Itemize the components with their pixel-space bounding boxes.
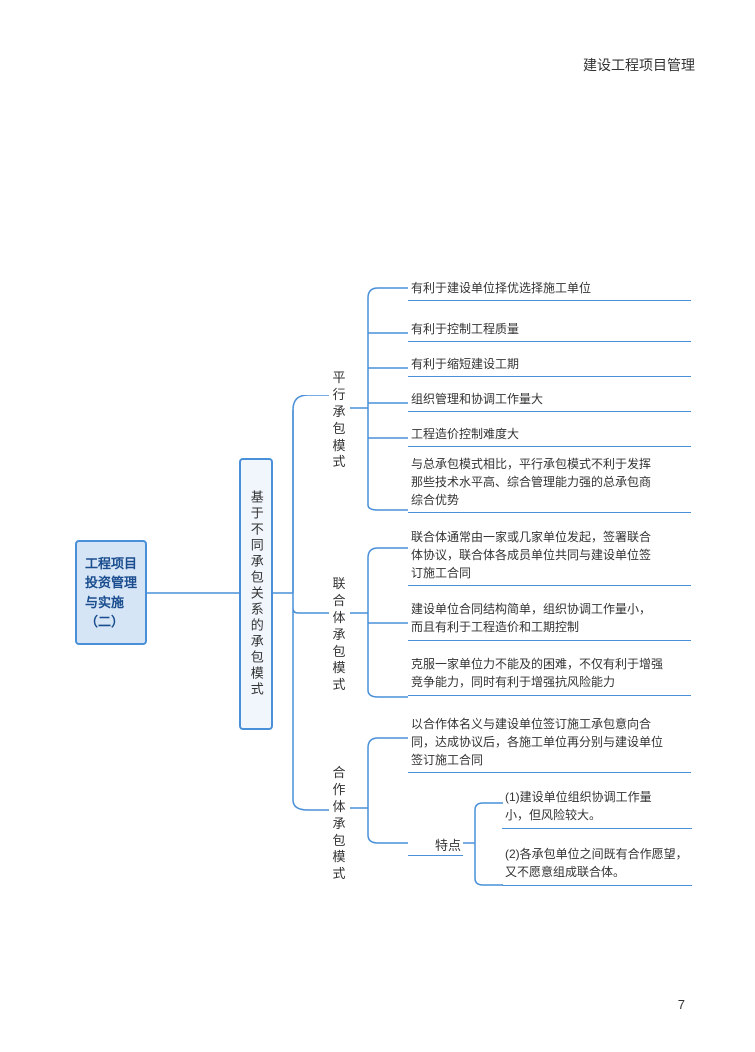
b0-ul-1 <box>408 341 691 342</box>
b1-ul-0 <box>408 585 691 586</box>
bracket-b2 <box>350 735 408 855</box>
b1-leaf-0: 联合体通常由一家或几家单位发起，签署联合体协议，联合体各成员单位共同与建设单位签… <box>411 528 651 582</box>
bracket-l2-l3 <box>273 395 331 815</box>
b2-sub-leaf-0: (1)建设单位组织协调工作量小，但风险较大。 <box>505 788 675 824</box>
bracket-b2-sub <box>463 800 503 890</box>
bracket-b0 <box>350 285 408 515</box>
b2-ul-0 <box>408 772 691 773</box>
b0-leaf-5: 与总承包模式相比，平行承包模式不利于发挥那些技术水平高、综合管理能力强的总承包商… <box>411 455 661 509</box>
b1-ul-2 <box>408 695 691 696</box>
connector-root-l2 <box>147 590 239 596</box>
page-header: 建设工程项目管理 <box>583 55 695 75</box>
b0-leaf-1: 有利于控制工程质量 <box>411 320 691 338</box>
b2-sub-ul <box>408 855 463 856</box>
page-number: 7 <box>678 997 685 1012</box>
b1-leaf-1: 建设单位合同结构简单，组织协调工作量小，而且有利于工程造价和工期控制 <box>411 600 661 636</box>
b0-leaf-4: 工程造价控制难度大 <box>411 425 691 443</box>
root-label: 工程项目投资管理与实施（二） <box>85 554 137 632</box>
b0-ul-5 <box>408 512 691 513</box>
b2-sub-ul-0 <box>502 828 692 829</box>
bracket-b1 <box>350 545 408 705</box>
b2-sub-label: 特点 <box>435 836 461 856</box>
level2-node: 基于不同承包关系的承包模式 <box>239 458 273 730</box>
level2-label: 基于不同承包关系的承包模式 <box>248 490 264 698</box>
b1-leaf-2: 克服一家单位力不能及的困难，不仅有利于增强竞争能力，同时有利于增强抗风险能力 <box>411 655 671 691</box>
b0-leaf-2: 有利于缩短建设工期 <box>411 355 691 373</box>
b0-ul-3 <box>408 411 691 412</box>
b0-ul-0 <box>408 300 691 301</box>
b0-leaf-0: 有利于建设单位择优选择施工单位 <box>411 279 691 297</box>
b2-sub-ul-1 <box>502 885 692 886</box>
b0-leaf-3: 组织管理和协调工作量大 <box>411 390 691 408</box>
branch-2-label: 合作体承包模式 <box>331 765 347 883</box>
branch-1-label: 联合体承包模式 <box>331 576 347 694</box>
b2-sub-leaf-1: (2)各承包单位之间既有合作愿望，又不愿意组成联合体。 <box>505 845 695 881</box>
root-node: 工程项目投资管理与实施（二） <box>75 540 147 645</box>
b1-ul-1 <box>408 640 691 641</box>
b0-ul-4 <box>408 446 691 447</box>
b2-leaf-0: 以合作体名义与建设单位签订施工承包意向合同，达成协议后，各施工单位再分别与建设单… <box>411 715 671 769</box>
branch-0-label: 平行承包模式 <box>331 370 347 471</box>
b0-ul-2 <box>408 376 691 377</box>
